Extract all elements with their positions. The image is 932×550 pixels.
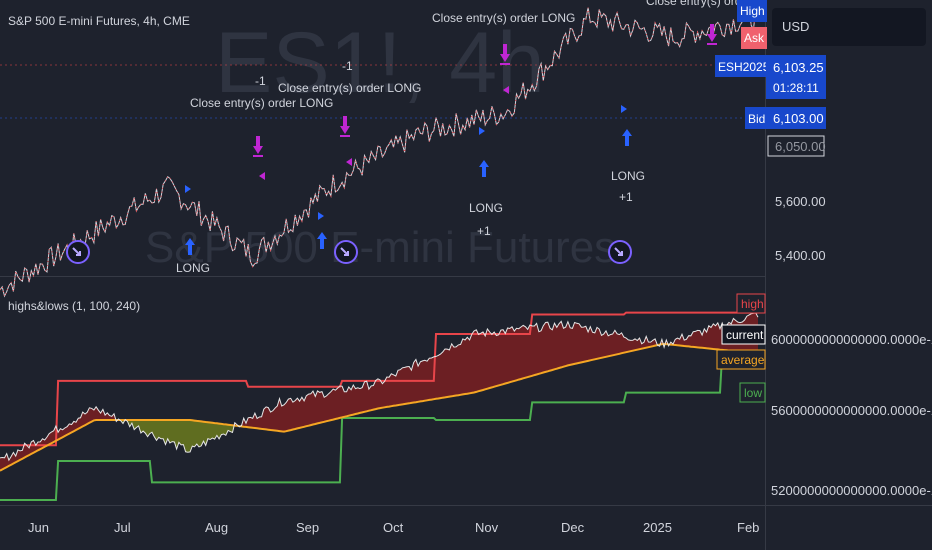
main-pane <box>0 0 765 276</box>
current-legend-tag <box>721 324 766 345</box>
legend-high: high <box>741 297 764 311</box>
close-arrow-icon <box>340 116 350 137</box>
legend-current: current <box>726 328 764 342</box>
legend-average: average <box>721 353 765 367</box>
long-arrow-icon <box>622 129 632 146</box>
close-arrow-icon <box>707 24 717 45</box>
long-arrow-icon <box>479 160 489 177</box>
bid-price-tag <box>766 107 826 129</box>
close-label-3: Close entry(s) order LONG <box>432 11 575 25</box>
current-line <box>0 312 759 462</box>
currency-selector[interactable]: USD <box>772 8 926 46</box>
dividend-event-icon[interactable] <box>334 240 358 264</box>
indicator-tick: 6000000000000000.0000e-12 <box>771 332 932 347</box>
long-arrow-icon <box>185 238 195 255</box>
price-crosshair-box <box>767 135 825 157</box>
entry-marker-icon <box>479 127 485 135</box>
time-tick: Dec <box>561 520 585 535</box>
average-legend-tag <box>716 349 766 370</box>
low-legend-tag <box>739 382 766 403</box>
bid-price: 6,103.00 <box>773 111 824 126</box>
high-legend-tag <box>736 293 766 314</box>
indicator-tick: 5200000000000000.0000e-12 <box>771 483 932 498</box>
long-label-2: LONG <box>469 201 503 215</box>
entry-markers <box>185 105 627 220</box>
high-tag-label: High <box>740 4 765 18</box>
event-icons[interactable] <box>66 240 632 264</box>
indicator-tick: 5600000000000000.0000e-12 <box>771 403 932 418</box>
close-arrow-icon <box>253 136 263 157</box>
symbol-title[interactable]: S&P 500 E-mini Futures, 4h, CME <box>8 14 190 28</box>
minus-one-1: -1 <box>255 74 266 88</box>
exit-marker-icon <box>346 158 352 166</box>
ask-tag-label: Ask <box>744 31 765 45</box>
time-tick: Feb <box>737 520 759 535</box>
close-label-4: Close entry(s) ord <box>646 0 741 8</box>
high-line <box>0 311 758 447</box>
high-fill <box>0 313 758 471</box>
low-line <box>0 352 758 501</box>
time-tick: Jul <box>114 520 131 535</box>
contract-tag-label: ESH2025 <box>718 60 770 74</box>
time-tick: Sep <box>296 520 319 535</box>
entry-marker-icon <box>318 212 324 220</box>
bid-tag <box>745 107 767 129</box>
contract-tag <box>715 55 767 77</box>
time-tick: Nov <box>475 520 499 535</box>
time-tick: Jun <box>28 520 49 535</box>
entry-marker-icon <box>621 105 627 113</box>
exit-markers <box>259 86 509 180</box>
watermark-name: S&P 500 E-mini Futures <box>145 223 616 272</box>
close-label-2: Close entry(s) order LONG <box>278 81 421 95</box>
price-line <box>0 3 759 298</box>
long-arrows <box>185 129 632 255</box>
exit-marker-icon <box>503 86 509 94</box>
dividend-event-icon[interactable] <box>66 240 90 264</box>
legend-low: low <box>744 386 762 400</box>
price-tick: 5,600.00 <box>775 194 826 209</box>
price-tick: 6,050.00 <box>775 139 826 154</box>
last-price-tag <box>766 55 826 99</box>
price-tick: 5,400.00 <box>775 248 826 263</box>
low-fill <box>0 343 758 471</box>
time-axis[interactable]: Jun Jul Aug Sep Oct Nov Dec 2025 Feb <box>28 520 759 535</box>
plus-one-2: +1 <box>477 224 491 238</box>
close-label-1: Close entry(s) order LONG <box>190 96 333 110</box>
exit-marker-icon <box>259 172 265 180</box>
dividend-event-icon[interactable] <box>608 240 632 264</box>
last-price: 6,103.25 <box>773 60 824 75</box>
entry-marker-icon <box>185 185 191 193</box>
minus-one-2: -1 <box>342 59 353 73</box>
long-label-3: LONG <box>611 169 645 183</box>
long-arrow-icon <box>317 232 327 249</box>
time-tick: Oct <box>383 520 404 535</box>
time-tick: Aug <box>205 520 228 535</box>
time-tick: 2025 <box>643 520 672 535</box>
watermark-symbol: ES1!, 4h <box>215 15 545 111</box>
high-tag <box>737 0 767 22</box>
ask-tag <box>741 27 767 49</box>
close-arrows <box>253 24 717 157</box>
long-label-1: LONG <box>176 261 210 275</box>
bar-timer: 01:28:11 <box>773 81 819 95</box>
bid-tag-label: Bid <box>748 112 765 126</box>
plus-one-3: +1 <box>619 190 633 204</box>
close-arrow-icon <box>500 44 510 65</box>
indicator-label[interactable]: highs&lows (1, 100, 240) <box>8 299 141 313</box>
